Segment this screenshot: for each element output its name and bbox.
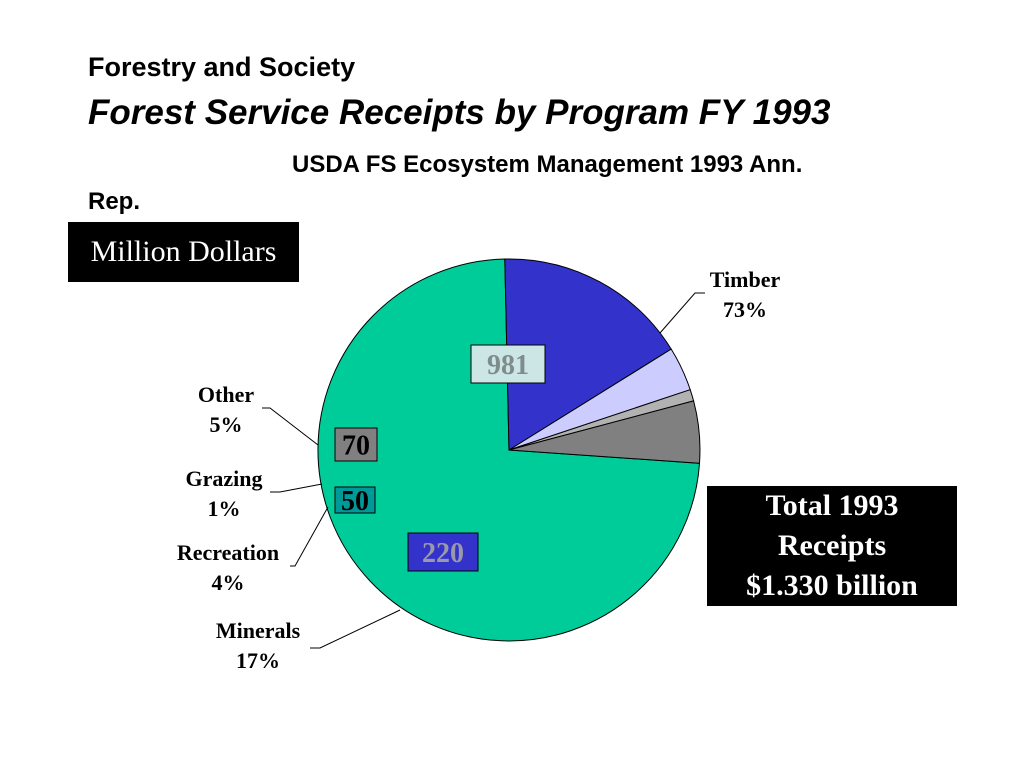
source-line-2: Rep. (88, 188, 141, 215)
pie-slice-minerals (504, 258, 672, 451)
total-line-3: $1.330 billion (746, 569, 918, 602)
value-label-recreation: 50 (341, 486, 369, 517)
leader-line-timber (659, 292, 705, 334)
source-line-1: USDA FS Ecosystem Management 1993 Ann. (292, 151, 803, 178)
pie-slice-other (508, 400, 701, 464)
value-box-timber (470, 344, 546, 384)
slice-label-minerals: Minerals 17% (216, 618, 301, 673)
value-box-minerals (407, 532, 479, 572)
chart-title: Forest Service Receipts by Program FY 19… (88, 93, 831, 132)
total-receipts-box: Total 1993 Receipts $1.330 billion (707, 486, 957, 606)
total-line-1: Total 1993 (765, 489, 899, 522)
value-box-recreation (334, 486, 376, 514)
leader-line-other (262, 407, 319, 446)
value-label-minerals: 220 (422, 538, 464, 569)
slice-label-timber: Timber 73% (710, 267, 781, 322)
value-box-other (334, 427, 378, 462)
slice-label-other: Other 5% (198, 382, 254, 437)
course-title: Forestry and Society (88, 52, 356, 82)
slice-label-grazing: Grazing 1% (186, 466, 263, 521)
total-line-2: Receipts (777, 529, 887, 562)
leader-line-recreation (290, 506, 329, 567)
units-label: Million Dollars (68, 222, 299, 282)
value-label-other: 70 (342, 431, 370, 462)
value-label-timber: 981 (487, 350, 529, 381)
slice-label-recreation: Recreation 4% (177, 540, 279, 595)
leader-line-minerals (310, 609, 401, 649)
leader-line-grazing (270, 483, 323, 493)
